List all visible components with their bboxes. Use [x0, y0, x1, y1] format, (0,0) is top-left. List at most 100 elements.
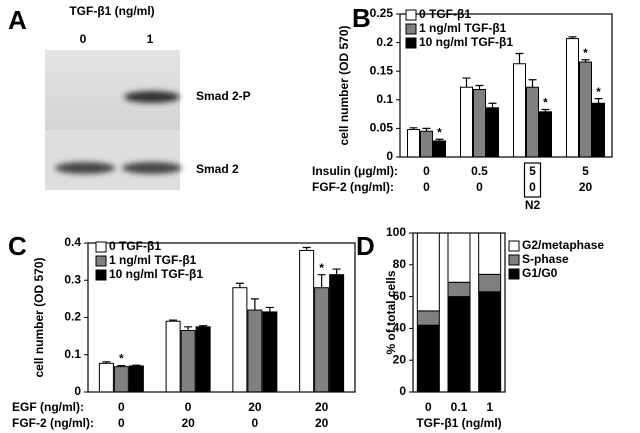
bar: [247, 309, 263, 393]
error-bar: [488, 102, 497, 108]
y-tick-label: 0.2: [64, 310, 81, 324]
legend-label: 0 TGF-β1: [109, 239, 161, 253]
bar: [433, 140, 446, 158]
bar: [165, 320, 181, 393]
y-tick-label: 60: [393, 289, 407, 303]
bar: [195, 326, 211, 393]
row-label: EGF (ng/ml):: [12, 400, 84, 414]
bar: [566, 38, 579, 158]
condition-label: 20: [315, 416, 329, 430]
error-bar: [409, 127, 418, 130]
legend-swatch: [95, 241, 107, 253]
condition-label: 0.5: [471, 164, 488, 178]
error-bar: [528, 79, 537, 88]
blot-band: [122, 162, 182, 174]
bar: [579, 61, 592, 158]
bar: [473, 89, 486, 158]
error-bar: [332, 268, 341, 275]
bar: [329, 274, 345, 393]
condition-label: 0: [423, 164, 430, 178]
y-tick-label: 0.4: [64, 235, 81, 249]
legend-swatch: [405, 37, 417, 49]
error-bar: [541, 108, 550, 112]
band-label: Smad 2-P: [196, 89, 251, 103]
error-bar: [568, 36, 577, 39]
y-tick-label: 0: [74, 384, 81, 398]
condition-label: 0: [252, 416, 259, 430]
blot-membrane: [45, 50, 180, 130]
error-bar: [515, 52, 524, 64]
y-tick-label: 20: [393, 352, 407, 366]
legend-label: 10 ng/ml TGF-β1: [419, 35, 513, 49]
condition-label: 20: [315, 400, 329, 414]
y-tick-label: 0.15: [370, 63, 394, 77]
error-bar: [184, 326, 193, 331]
x-tick-label: 0: [425, 400, 432, 414]
bar-segment: [416, 324, 440, 393]
lane-label: 0: [80, 32, 87, 46]
bar: [180, 330, 196, 393]
y-tick-label: 100: [386, 225, 406, 239]
panel-a: A TGF-β1 (ng/ml) 0 1 Smad 2-P Smad 2: [8, 4, 251, 190]
bar-segment: [478, 273, 502, 293]
y-axis-label: % of total cells: [384, 270, 398, 354]
y-tick-label: 80: [393, 257, 407, 271]
bar: [526, 86, 539, 158]
lane-label: 1: [147, 32, 154, 46]
y-tick-label: 40: [393, 321, 407, 335]
bar: [539, 111, 552, 158]
condition-label: 0: [185, 400, 192, 414]
condition-box: [523, 162, 542, 198]
bar: [262, 311, 278, 393]
band-label: Smad 2: [196, 162, 239, 176]
legend-label: 1 ng/ml TGF-β1: [419, 21, 507, 35]
condition-label: 20: [181, 416, 195, 430]
bar: [592, 102, 605, 158]
panel-label: D: [356, 231, 375, 261]
blot-band: [55, 162, 115, 174]
condition-label: 0: [423, 180, 430, 194]
legend-swatch: [508, 268, 520, 280]
error-bar: [117, 364, 126, 367]
error-bar: [102, 361, 111, 364]
condition-label: 20: [248, 400, 262, 414]
panel-label: A: [8, 5, 27, 35]
row-label: FGF-2 (ng/ml):: [12, 416, 94, 430]
condition-label: 0: [118, 400, 125, 414]
legend-swatch: [405, 9, 417, 21]
condition-label: 0: [529, 180, 536, 194]
significance-star: *: [119, 352, 124, 366]
blot-band: [124, 91, 180, 103]
bar: [232, 287, 248, 393]
y-tick-label: 0.1: [64, 347, 81, 361]
bar: [486, 107, 499, 158]
row-label: Insulin (μg/ml):: [312, 164, 398, 178]
bar: [420, 130, 433, 158]
bar: [314, 287, 330, 393]
plot-frame: [399, 13, 613, 158]
blot-membrane: [45, 130, 180, 190]
blot-header: TGF-β1 (ng/ml): [69, 4, 154, 18]
panel-label: B: [352, 3, 371, 33]
bar-segment: [478, 232, 502, 275]
error-bar: [422, 127, 431, 132]
y-tick-label: 0.25: [370, 6, 394, 20]
x-axis-label: TGF-β1 (ng/ml): [416, 416, 501, 430]
bar: [460, 86, 473, 158]
y-axis-label: cell number (OD 570): [32, 257, 46, 377]
bar: [407, 129, 420, 158]
bar-segment: [478, 291, 502, 393]
legend-label: 10 ng/ml TGF-β1: [109, 267, 203, 281]
x-tick-label: 1: [486, 400, 493, 414]
significance-star: *: [583, 46, 588, 60]
bar: [128, 365, 144, 393]
bar-segment: [416, 310, 440, 326]
error-bar: [132, 364, 141, 366]
bar-segment: [447, 281, 471, 298]
significance-star: *: [596, 85, 601, 99]
error-bar: [199, 325, 208, 327]
significance-star: *: [319, 261, 324, 275]
y-tick-label: 0: [386, 149, 393, 163]
plot-frame: [412, 232, 506, 393]
